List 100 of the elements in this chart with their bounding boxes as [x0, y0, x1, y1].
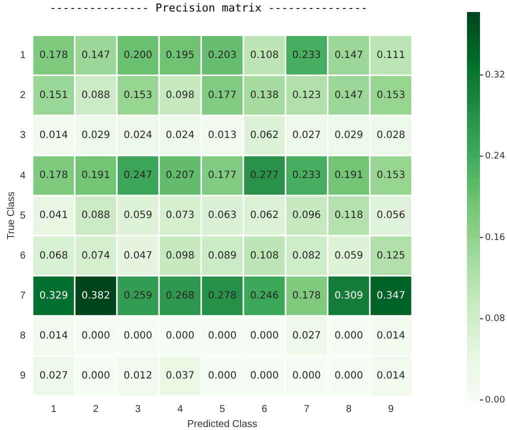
data-label: 0.233 — [292, 170, 321, 182]
data-label: 0.014 — [376, 330, 406, 342]
data-label: 0.382 — [81, 290, 110, 302]
data-label: 0.246 — [250, 290, 279, 302]
y-tick-label: 2 — [20, 90, 26, 102]
data-label: 0.111 — [376, 50, 406, 61]
data-label: 0.147 — [81, 50, 110, 61]
data-label: 0.059 — [334, 250, 364, 262]
data-label: 0.108 — [250, 50, 279, 61]
data-label: 0.000 — [250, 370, 279, 382]
data-label: 0.177 — [208, 170, 237, 182]
color-bar-label: 0.00 — [485, 395, 506, 406]
data-label: 0.088 — [81, 90, 110, 101]
x-axis-title: Predicted Class — [187, 418, 258, 430]
data-label: 0.059 — [124, 210, 152, 222]
data-label: 0.027 — [292, 330, 321, 342]
data-label: 0.037 — [166, 370, 194, 382]
x-tick-label: 1 — [50, 404, 57, 415]
data-label: 0.062 — [250, 130, 279, 142]
data-label: 0.073 — [166, 210, 194, 222]
data-label: 0.027 — [292, 130, 321, 142]
data-label: 0.123 — [292, 90, 321, 101]
data-label: 0.153 — [376, 90, 406, 101]
data-label: 0.014 — [376, 370, 406, 382]
data-label: 0.309 — [334, 290, 364, 302]
data-label: 0.012 — [124, 370, 152, 382]
data-label: 0.074 — [81, 250, 110, 262]
data-label: 0.000 — [334, 370, 364, 382]
data-label: 0.278 — [208, 290, 237, 302]
data-label: 0.329 — [39, 290, 68, 302]
data-label: 0.089 — [208, 250, 237, 262]
data-label: 0.029 — [334, 130, 364, 142]
data-label: 0.014 — [39, 330, 68, 342]
data-label: 0.203 — [208, 50, 237, 61]
data-label: 0.000 — [81, 370, 110, 382]
data-label: 0.028 — [376, 130, 406, 142]
data-label: 0.347 — [376, 290, 406, 302]
data-label: 0.013 — [208, 130, 237, 142]
data-label: 0.178 — [39, 170, 68, 182]
data-label: 0.000 — [292, 370, 321, 382]
data-label: 0.024 — [166, 130, 194, 142]
data-label: 0.063 — [208, 210, 237, 222]
data-label: 0.014 — [39, 130, 68, 142]
data-label: 0.000 — [208, 330, 237, 342]
y-tick-label: 5 — [20, 210, 26, 222]
data-label: 0.027 — [39, 370, 68, 382]
data-label: 0.062 — [250, 210, 279, 222]
color-bar-label: 0.32 — [485, 70, 506, 80]
data-label: 0.178 — [39, 50, 68, 61]
x-tick-label: 4 — [177, 404, 184, 415]
data-label: 0.024 — [124, 130, 152, 142]
data-label: 0.000 — [250, 330, 279, 342]
data-label: 0.098 — [166, 250, 194, 262]
data-label: 0.047 — [124, 250, 152, 262]
y-tick-label: 6 — [20, 250, 26, 262]
data-label: 0.177 — [208, 90, 237, 101]
data-label: 0.068 — [39, 250, 68, 262]
data-label: 0.125 — [376, 250, 406, 262]
y-tick-label: 7 — [20, 290, 26, 302]
x-tick-label: 9 — [388, 404, 394, 415]
x-tick-label: 3 — [135, 404, 142, 415]
x-tick-label: 8 — [346, 404, 352, 415]
data-label: 0.041 — [39, 210, 68, 222]
data-label: 0.178 — [292, 290, 321, 302]
y-axis-title: True Class — [6, 192, 17, 240]
y-tick-label: 8 — [20, 330, 26, 342]
data-label: 0.153 — [376, 170, 406, 182]
y-tick-label: 4 — [20, 170, 26, 182]
data-label: 0.088 — [81, 210, 110, 222]
data-label: 0.277 — [250, 170, 279, 182]
data-label: 0.118 — [334, 210, 364, 222]
y-tick-label: 3 — [20, 130, 26, 142]
data-label: 0.082 — [292, 250, 321, 262]
data-label: 0.147 — [334, 90, 364, 101]
data-label: 0.195 — [166, 50, 194, 61]
chart-title: --------------- Precision matrix --------------- — [50, 1, 368, 14]
data-label: 0.191 — [334, 170, 364, 182]
data-label: 0.098 — [166, 90, 194, 101]
data-label: 0.200 — [124, 50, 152, 61]
y-tick-label: 1 — [20, 50, 26, 61]
x-tick-label: 5 — [220, 404, 226, 415]
data-label: 0.268 — [166, 290, 194, 302]
data-label: 0.153 — [124, 90, 152, 101]
data-label: 0.000 — [208, 370, 237, 382]
data-label: 0.151 — [39, 90, 68, 101]
color-bar-label: 0.16 — [485, 232, 506, 243]
data-label: 0.259 — [124, 290, 152, 302]
data-label: 0.147 — [334, 50, 364, 61]
data-label: 0.191 — [81, 170, 110, 182]
data-label: 0.233 — [292, 50, 321, 61]
data-label: 0.000 — [166, 330, 194, 342]
y-tick-label: 9 — [20, 370, 26, 382]
x-tick-label: 7 — [304, 404, 310, 415]
data-label: 0.096 — [292, 210, 321, 222]
color-bar-label: 0.08 — [485, 314, 506, 324]
data-label: 0.000 — [124, 330, 152, 342]
data-label: 0.029 — [81, 130, 110, 142]
x-tick-label: 2 — [93, 404, 100, 415]
data-label: 0.247 — [124, 170, 152, 182]
data-label: 0.138 — [250, 90, 279, 101]
